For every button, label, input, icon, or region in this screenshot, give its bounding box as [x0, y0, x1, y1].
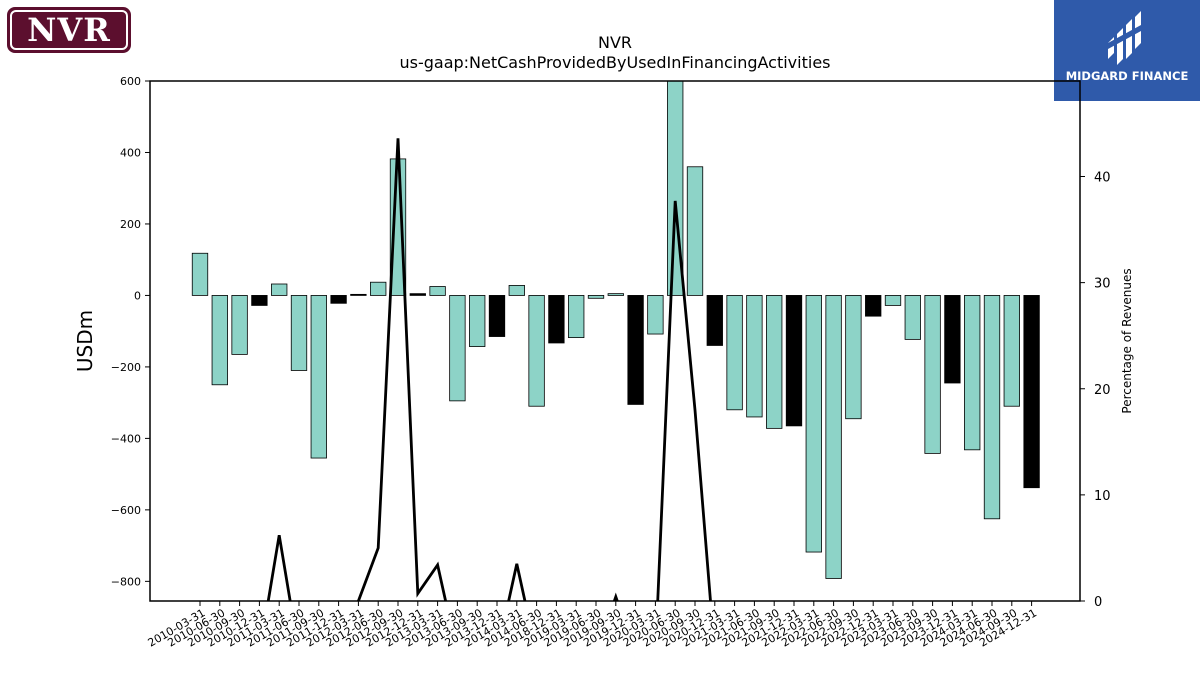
bar-2011-09-30 [310, 295, 327, 459]
bar-2012-06-30 [370, 281, 387, 296]
bar-2023-03-31 [884, 295, 902, 306]
bar-2024-12-31 [1023, 295, 1040, 489]
bar-2019-12-31 [627, 295, 644, 405]
bar-2010-12-31 [251, 295, 268, 306]
bar-2023-12-31 [944, 295, 961, 384]
midgard-logo-mark-icon [1108, 11, 1141, 65]
y-tick-label: 0 [134, 289, 141, 302]
bar-2014-03-31 [508, 285, 525, 296]
bar-2020-12-31 [706, 295, 723, 346]
midgard-finance-logo: MIDGARD FINANCE [1054, 0, 1200, 101]
bar-2012-12-31 [409, 293, 426, 296]
y2-tick-label: 20 [1094, 383, 1111, 398]
bar-2022-12-31 [865, 295, 882, 317]
bar-2021-03-31 [726, 295, 743, 411]
bar-2012-03-31 [350, 293, 367, 296]
bar-2023-06-30 [904, 295, 921, 340]
y2-axis-ticks: 0 10 20 30 40 [1080, 171, 1111, 610]
bar-2023-09-30 [924, 295, 941, 454]
y2-tick-label: 40 [1094, 171, 1111, 186]
bar-2024-03-31 [964, 295, 981, 451]
chart-title: NVR [598, 33, 632, 52]
y2-tick-label: 0 [1094, 595, 1102, 610]
bar-2018-12-31 [548, 295, 565, 344]
bar-2011-12-31 [330, 295, 347, 304]
plot-frame [149, 80, 1081, 602]
bar-2013-09-30 [469, 295, 486, 347]
y-axis-label: USDm [73, 310, 97, 372]
bar-2021-06-30 [746, 295, 763, 418]
bar-2014-06-30 [528, 295, 545, 407]
bar-2021-09-30 [766, 295, 783, 429]
chart-subtitle: us-gaap:NetCashProvidedByUsedInFinancing… [399, 53, 830, 72]
bar-2010-03-31 [191, 252, 209, 296]
bar-2020-09-30 [686, 166, 704, 296]
bar-2019-09-30 [607, 293, 624, 296]
bar-2010-09-30 [231, 295, 248, 355]
bar-2019-03-31 [568, 295, 585, 339]
bar-2024-06-30 [983, 295, 1001, 520]
bar-2013-03-31 [429, 286, 446, 296]
bar-2013-12-31 [488, 295, 506, 337]
bar-2011-03-31 [271, 283, 288, 296]
midgard-logo-text: MIDGARD FINANCE [1065, 69, 1189, 83]
y-tick-label: −600 [111, 504, 141, 517]
y2-tick-label: 10 [1094, 489, 1111, 504]
bar-2011-06-30 [290, 295, 308, 371]
bar-2020-03-31 [647, 295, 664, 335]
bar-2010-06-30 [211, 295, 228, 386]
line-series [200, 138, 712, 601]
nvr-logo: NVR [7, 7, 131, 53]
y2-tick-label: 30 [1094, 277, 1111, 292]
bar-2022-03-31 [805, 295, 822, 553]
y-tick-label: −200 [111, 361, 141, 374]
y-tick-label: 600 [120, 75, 141, 88]
percentage-of-revenues-line [200, 138, 712, 601]
y-tick-label: −800 [111, 575, 141, 588]
y-axis-ticks: −800 −600 −400 −200 0 200 400 600 [111, 75, 150, 588]
bar-2021-12-31 [785, 295, 803, 427]
y-tick-label: 200 [120, 218, 141, 231]
bar-2022-09-30 [845, 295, 862, 420]
y2-axis-label: Percentage of Revenues [1120, 268, 1134, 413]
bar-2019-06-30 [587, 295, 605, 299]
y-tick-label: 400 [120, 146, 141, 159]
bar-2024-09-30 [1003, 295, 1020, 407]
x-axis-ticks: 2010-03-312010-06-302010-09-302010-12-31… [146, 601, 1039, 650]
nvr-logo-text: NVR [10, 10, 128, 50]
bar-2022-06-30 [825, 295, 842, 579]
bar-series [191, 81, 1040, 579]
y-tick-label: −400 [111, 432, 141, 445]
bar-2013-06-30 [449, 295, 466, 402]
